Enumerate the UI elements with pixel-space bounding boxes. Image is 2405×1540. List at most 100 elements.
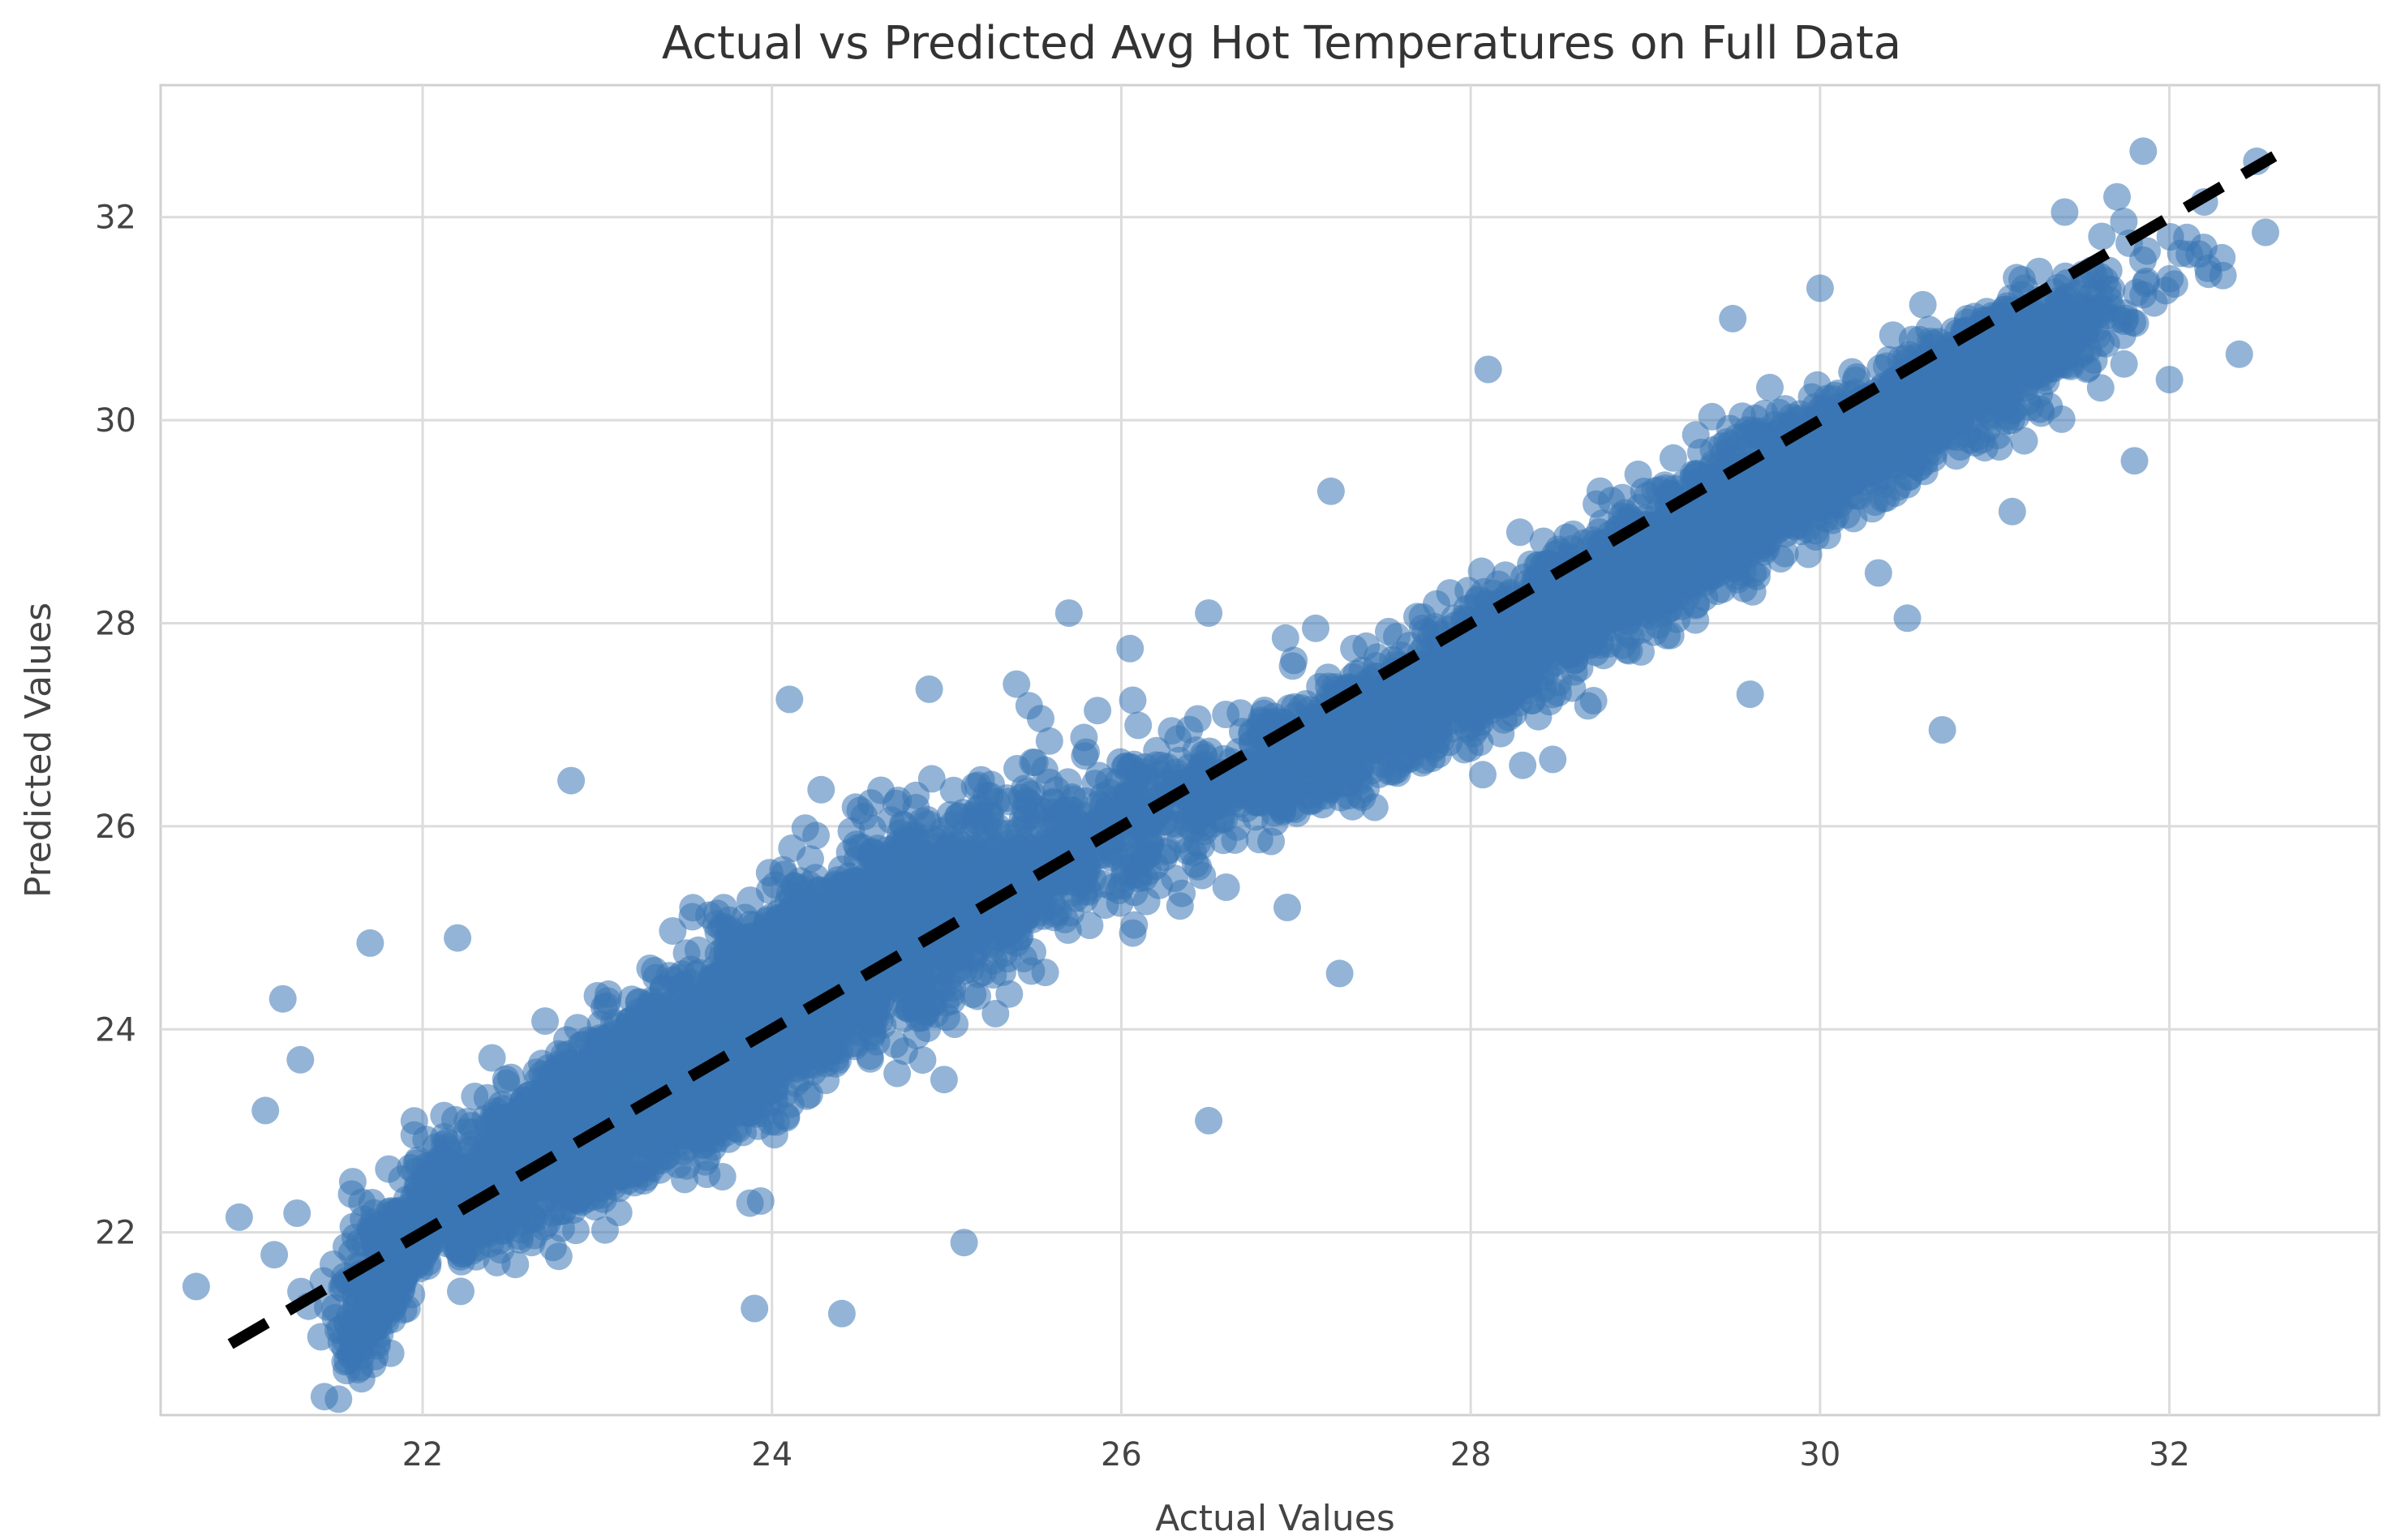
scatter-point [949,799,977,827]
scatter-point [494,1103,522,1131]
scatter-point [935,832,964,860]
scatter-point [981,999,1010,1027]
scatter-point [861,1004,890,1032]
scatter-point [956,925,985,954]
scatter-point [1027,705,1054,733]
scatter-point [795,871,823,899]
scatter-point [754,950,783,978]
scatter-point [681,1091,709,1119]
scatter-point [859,846,887,874]
scatter-point [594,987,621,1015]
scatter-point [825,901,853,929]
scatter-point [260,1241,289,1269]
scatter-point [631,1034,659,1062]
scatter-point [531,1007,559,1036]
scatter-point [539,1233,567,1262]
scatter-point [794,1013,822,1041]
scatter-point [995,927,1024,955]
scatter-point [1091,891,1119,920]
scatter-point [705,978,732,1006]
scatter-point [797,924,826,953]
scatter-point [1117,843,1145,870]
scatter-point [1124,711,1153,740]
scatter-point [1119,919,1147,947]
scatter-point [433,1133,462,1160]
scatter-point [1189,740,1218,769]
scatter-point [344,1355,372,1383]
scatter-point [908,893,936,921]
scatter-point [945,955,973,983]
scatter-point [400,1107,428,1135]
scatter-point [567,1031,595,1059]
scatter-point [797,1049,825,1077]
scatter-point [469,1218,497,1246]
scatter-point [736,1189,764,1217]
scatter-point [453,1108,482,1136]
scatter-point [729,991,757,1019]
scatter-point [1157,809,1185,838]
scatter-point [478,1044,506,1072]
scatter-point [665,1016,694,1045]
scatter-point [676,955,705,984]
scatter-point [1166,892,1194,920]
scatter-point [594,1156,621,1184]
scatter-point [346,1229,374,1257]
scatter-point [492,1065,520,1093]
scatter-point [1027,813,1055,841]
scatter-point [807,775,835,804]
scatter-point [1278,652,1307,680]
scatter-point [352,1280,380,1309]
scatter-point [659,917,687,945]
scatter-point [518,1229,546,1257]
scatter-point [930,1066,958,1094]
scatter-point [1119,686,1147,714]
scatter-point [895,994,923,1023]
scatter-point [1175,715,1204,744]
scatter-point [324,1385,353,1413]
scatter-point [1120,878,1149,907]
scatter-point [902,781,930,809]
scatter-point [531,1065,560,1092]
scatter-point [1068,848,1097,877]
scatter-point [802,821,830,850]
scatter-point [489,1216,518,1245]
scatter-point [565,1072,593,1100]
scatter-point [744,1045,772,1073]
scatter-point [967,861,995,890]
scatter-point [539,1101,568,1130]
scatter-point [900,828,929,856]
scatter-point [745,1091,773,1118]
scatter-point [1072,738,1101,766]
scatter-point [182,1272,210,1301]
scatter-point [908,1046,937,1075]
scatter-point [430,1101,458,1130]
scatter-point [883,924,911,953]
scatter-point [1084,697,1112,725]
scatter-point [679,894,707,922]
scatter-point [1058,783,1086,811]
scatter-point [937,980,965,1009]
scatter-point [765,903,793,932]
scatter-point [868,899,896,926]
scatter-point [1031,959,1059,987]
scatter-point [867,776,895,804]
scatter-point [586,1091,614,1119]
scatter-point [1141,852,1170,880]
scatter-point [337,1323,365,1352]
scatter-point [591,1216,619,1244]
scatter-point [672,1152,701,1180]
scatter-point [939,776,968,804]
scatter-point [1030,756,1059,784]
scatter-point [838,942,866,971]
scatter-point [447,1277,475,1306]
chart-title: Actual vs Predicted Avg Hot Temperatures… [662,17,1901,70]
scatter-point [518,1204,546,1233]
scatter-point [568,1175,596,1203]
scatter-point [483,1248,511,1276]
scatter-point [283,1199,311,1227]
scatter-point [883,1059,912,1087]
scatter-point [707,1022,736,1050]
scatter-point [708,1163,737,1190]
scatter-point [388,1264,416,1293]
scatter-point [705,1099,733,1127]
